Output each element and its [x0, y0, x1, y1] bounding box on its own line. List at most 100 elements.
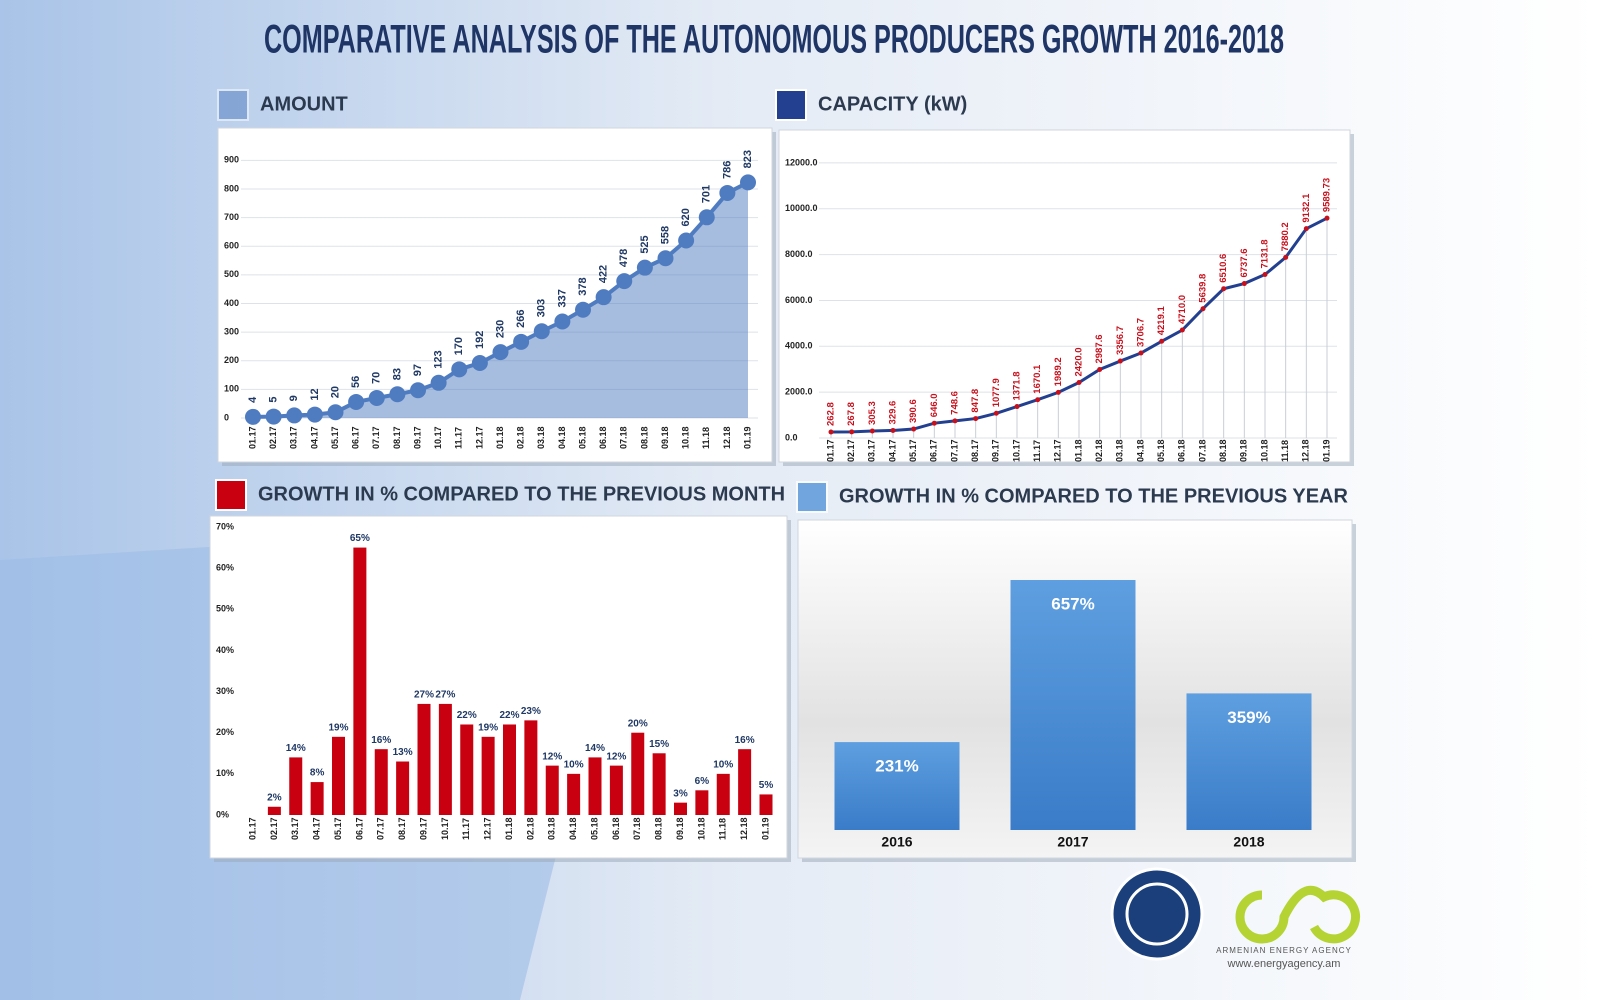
data-label: 3706.7: [1136, 318, 1147, 347]
x-tick-label: 05.18: [577, 426, 587, 449]
x-tick-label: 02.18: [516, 426, 526, 449]
data-label: 231%: [875, 757, 918, 776]
area: [253, 182, 748, 418]
data-label: 83: [391, 368, 403, 380]
x-tick-label: 04.17: [312, 817, 322, 840]
x-tick-label: 05.18: [1156, 439, 1166, 462]
data-label: 14%: [286, 743, 306, 754]
data-label: 329.6: [888, 401, 899, 425]
marker: [869, 428, 875, 434]
agency-website: www.energyagency.am: [1227, 958, 1341, 970]
y-tick-label: 0: [224, 412, 229, 422]
marker: [368, 389, 385, 406]
data-label: 97: [412, 364, 424, 376]
data-label: 170: [453, 337, 465, 355]
data-label: 27%: [435, 690, 455, 701]
marker: [890, 427, 896, 433]
bar: [759, 794, 773, 815]
data-label: 4: [247, 396, 259, 403]
x-tick-label: 02.18: [525, 817, 535, 840]
data-label: 6%: [695, 776, 710, 787]
x-tick-label: 2016: [881, 834, 912, 850]
data-label: 359%: [1227, 708, 1270, 727]
y-tick-label: 300: [224, 326, 239, 336]
data-label: 12: [309, 388, 321, 400]
x-tick-label: 07.18: [632, 817, 642, 840]
x-tick-label: 11.17: [1032, 440, 1042, 462]
data-label: 786: [721, 161, 733, 179]
y-tick-label: 0.0: [785, 432, 798, 442]
data-label: 266: [515, 309, 527, 327]
x-tick-label: 08.17: [392, 426, 402, 449]
bar: [460, 724, 474, 815]
marker: [1097, 367, 1103, 373]
bar: [716, 773, 730, 815]
x-tick-label: 07.17: [949, 439, 959, 462]
x-tick-label: 09.18: [660, 426, 670, 449]
x-tick-label: 04.18: [568, 817, 578, 840]
marker: [533, 323, 550, 340]
marker: [1324, 215, 1330, 221]
bar: [503, 724, 516, 815]
x-tick-label: 04.18: [1135, 439, 1145, 462]
data-label: 5%: [759, 780, 774, 791]
x-tick-label: 07.18: [619, 426, 629, 449]
x-tick-label: 04.18: [557, 426, 567, 449]
marker: [1283, 254, 1289, 260]
data-label: 267.8: [846, 402, 857, 426]
y-tick-label: 6000.0: [785, 295, 813, 305]
marker: [1138, 350, 1144, 356]
data-label: 2420.0: [1074, 347, 1085, 376]
x-tick-label: 08.18: [639, 426, 649, 449]
bar: [1186, 693, 1312, 830]
data-label: 1670.1: [1032, 364, 1043, 394]
marker: [554, 313, 571, 330]
data-label: 478: [618, 249, 630, 267]
data-label: 6737.6: [1239, 248, 1250, 277]
data-label: 823: [742, 150, 754, 168]
x-tick-label: 01.19: [742, 426, 752, 449]
y-tick-label: 800: [224, 183, 239, 193]
x-tick-label: 09.17: [991, 439, 1001, 462]
marker: [1179, 327, 1185, 333]
marker: [348, 393, 365, 410]
data-label: 1989.2: [1053, 357, 1064, 386]
marker: [265, 408, 282, 425]
x-tick-label: 2018: [1233, 834, 1264, 850]
data-label: 7880.2: [1280, 222, 1291, 251]
x-tick-label: 01.17: [247, 817, 257, 840]
marker: [410, 382, 426, 399]
x-tick-label: 06.18: [1177, 439, 1187, 462]
data-label: 701: [701, 185, 713, 203]
marker: [1035, 397, 1041, 403]
y-tick-label: 700: [224, 212, 239, 222]
data-label: 4219.1: [1156, 306, 1167, 336]
panel: [209, 515, 788, 859]
bar: [310, 782, 324, 815]
marker: [1262, 272, 1268, 278]
x-tick-label: 11.17: [454, 427, 464, 449]
x-tick-label: 06.17: [354, 817, 364, 840]
x-tick-label: 11.18: [701, 427, 711, 449]
bar: [353, 547, 367, 815]
logo-emblem-ring: [1125, 882, 1189, 946]
section-title: CAPACITY (kW): [818, 93, 967, 115]
data-label: 9: [288, 395, 300, 401]
marker: [740, 174, 756, 191]
data-label: 20%: [628, 718, 648, 729]
bar: [1010, 580, 1136, 830]
marker: [1055, 389, 1061, 395]
x-tick-label: 09.17: [412, 426, 422, 449]
x-tick-label: 08.17: [397, 817, 407, 840]
marker: [636, 259, 653, 276]
data-label: 27%: [414, 690, 434, 701]
data-label: 123: [433, 350, 445, 368]
bar: [674, 802, 687, 815]
section-key: [215, 479, 247, 511]
data-label: 525: [639, 235, 651, 253]
y-tick-label: 400: [224, 298, 239, 308]
marker: [911, 426, 917, 432]
data-label: 303: [536, 299, 548, 317]
